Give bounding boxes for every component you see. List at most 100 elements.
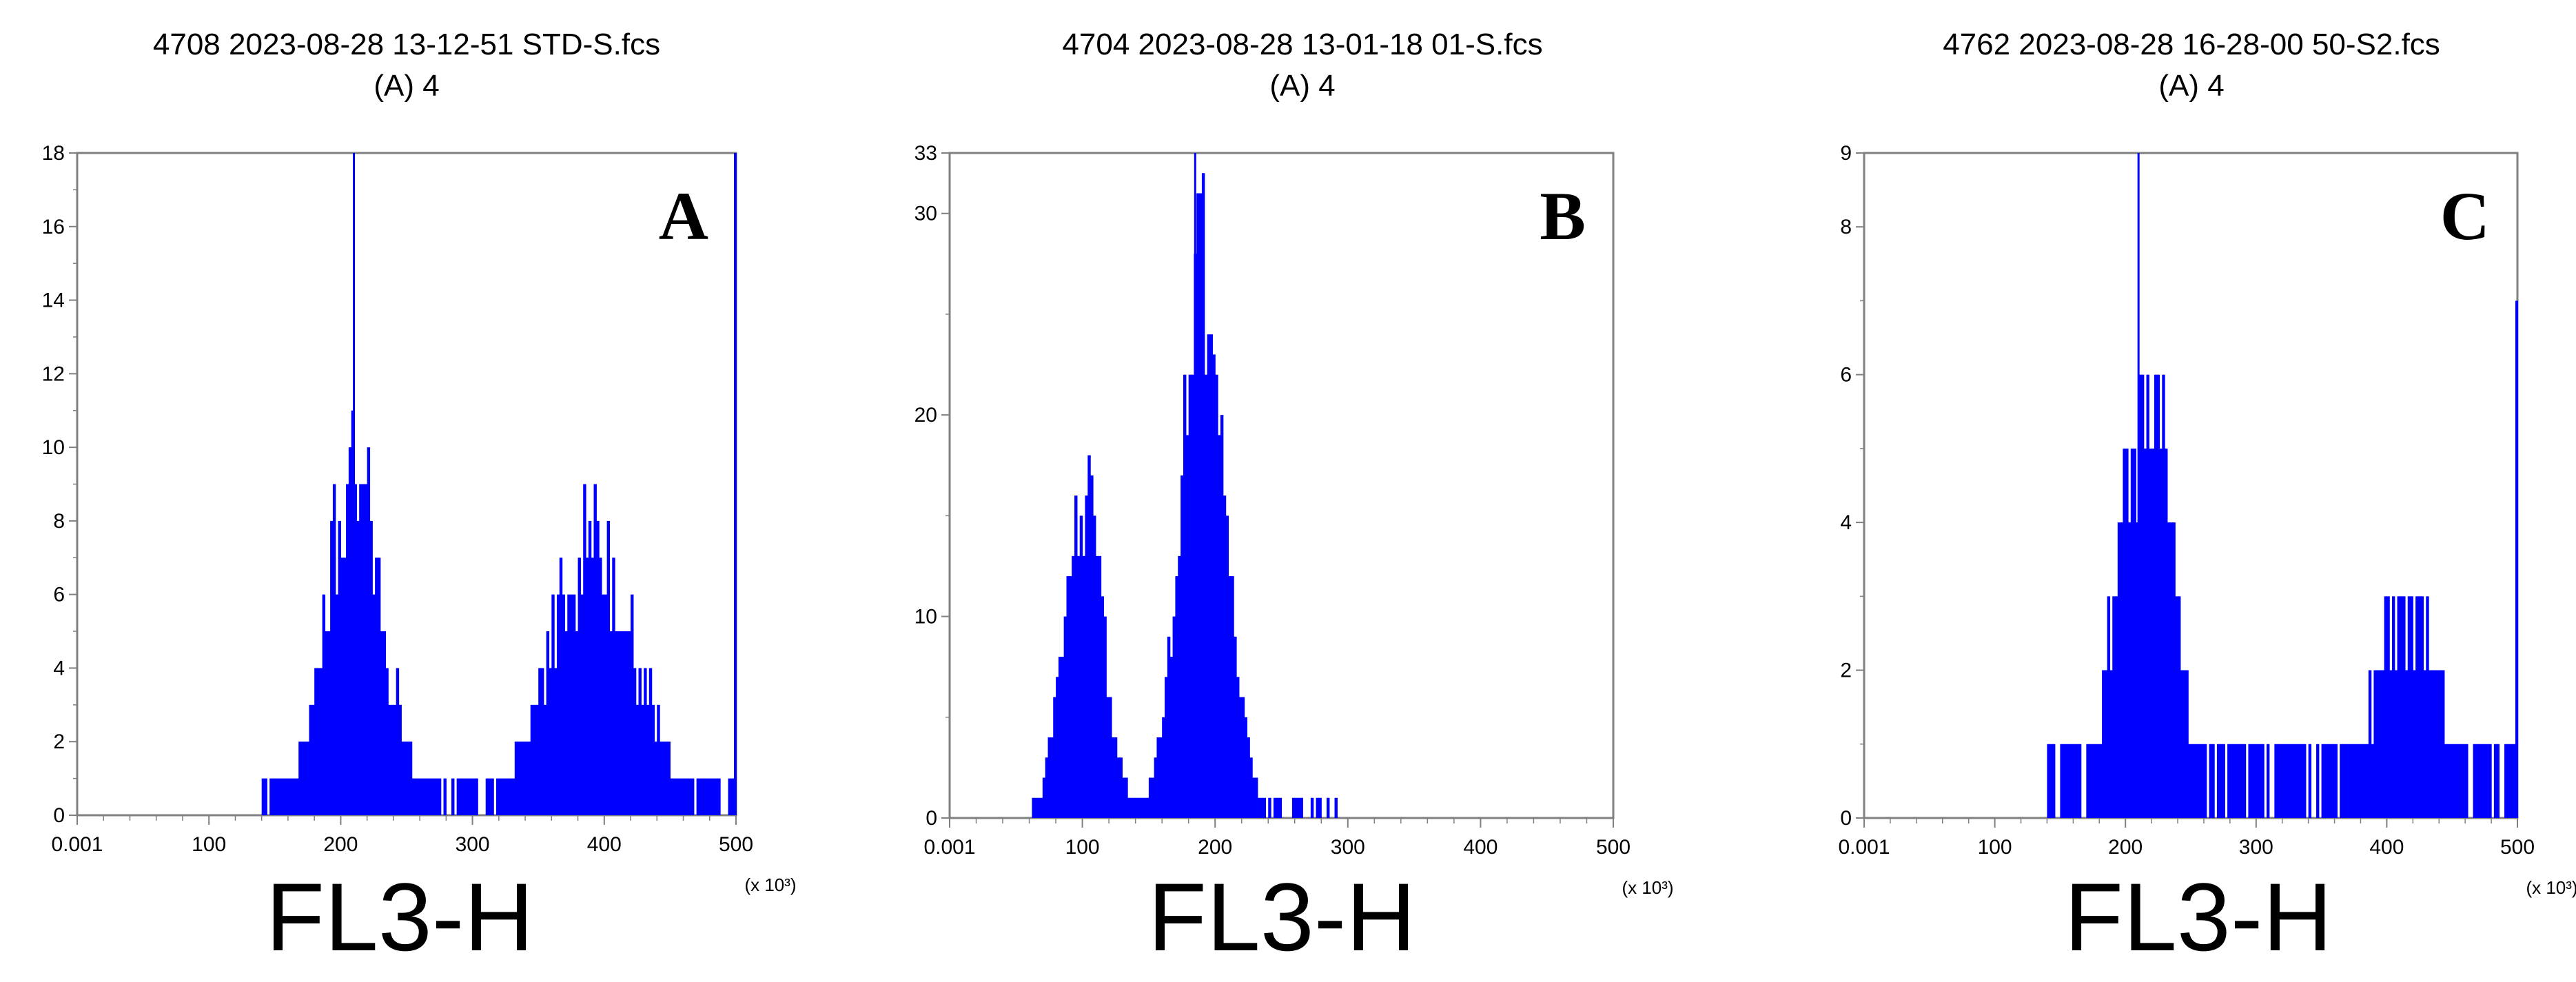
y-tick-label: 30 xyxy=(914,203,937,225)
histogram-bin xyxy=(2219,744,2223,818)
histogram-bin xyxy=(2324,744,2327,818)
histogram-bin xyxy=(2130,448,2134,818)
histogram-bin xyxy=(2196,744,2199,818)
histogram-bin xyxy=(2138,374,2142,818)
y-tick-label: 14 xyxy=(42,289,65,312)
histogram-bin xyxy=(588,520,592,815)
histogram-bin xyxy=(2112,596,2116,818)
histogram-bin xyxy=(709,778,713,815)
histogram-bin xyxy=(2413,670,2416,818)
histogram-bin xyxy=(2143,448,2147,818)
histogram-bin xyxy=(2381,670,2385,818)
histogram-bin xyxy=(2117,522,2121,818)
x-axis-unit: (x 10³) xyxy=(1622,877,1673,898)
histogram-bin xyxy=(2149,448,2152,818)
histogram-bin xyxy=(2366,744,2369,818)
histogram-bin xyxy=(507,778,510,815)
histogram-bin xyxy=(462,778,465,815)
histogram-bin xyxy=(398,704,402,815)
histogram-bin xyxy=(2321,744,2324,818)
histogram-bin xyxy=(2120,522,2124,818)
y-tick-label: 20 xyxy=(914,404,937,427)
histogram-bin xyxy=(2198,744,2202,818)
histogram-bin xyxy=(451,778,455,815)
histogram-bin xyxy=(1101,596,1105,818)
x-tick-label: 0.001 xyxy=(51,833,103,856)
histogram-bin xyxy=(396,668,400,815)
histogram-bin xyxy=(422,778,426,815)
histogram-bin xyxy=(2274,744,2278,818)
histogram-bin xyxy=(351,410,355,815)
histogram-bin xyxy=(1212,354,1216,818)
y-tick-label: 0 xyxy=(926,807,937,830)
histogram-bin xyxy=(1045,757,1049,818)
x-tick-label: 500 xyxy=(1596,836,1631,859)
histogram-bin xyxy=(1223,495,1227,818)
histogram-bin xyxy=(2402,596,2406,818)
histogram-bars xyxy=(2047,374,2518,818)
histogram-bin xyxy=(2344,744,2349,818)
x-axis-unit: (x 10³) xyxy=(2526,877,2576,898)
histogram-bin xyxy=(1334,797,1338,818)
histogram-bin xyxy=(1061,657,1065,818)
panel-b-subtitle: (A) 4 xyxy=(1269,69,1336,103)
histogram-bin xyxy=(1218,435,1221,818)
histogram-bin xyxy=(504,778,507,815)
histogram-bin xyxy=(296,778,299,815)
histogram-bin xyxy=(2238,744,2241,818)
histogram-bin xyxy=(2439,670,2442,818)
histogram-bin xyxy=(1220,415,1224,818)
histogram-bin xyxy=(2251,744,2254,818)
histogram-bin xyxy=(393,704,397,815)
histogram-bin xyxy=(570,594,573,815)
histogram-bin xyxy=(332,484,336,815)
histogram-bin xyxy=(572,594,576,815)
y-tick-label: 2 xyxy=(53,730,65,753)
y-tick-label: 2 xyxy=(1840,659,1852,682)
histogram-bin xyxy=(2253,744,2257,818)
histogram-bin xyxy=(615,631,618,815)
histogram-bin xyxy=(2091,744,2095,818)
histogram-bin xyxy=(1263,797,1266,818)
panel-c-subtitle: (A) 4 xyxy=(2158,69,2225,103)
histogram-bin xyxy=(2104,670,2108,818)
histogram-bin xyxy=(290,778,294,815)
histogram-bin xyxy=(1074,495,1078,818)
histogram-bin xyxy=(1297,797,1301,818)
x-tick-label: 0.001 xyxy=(1838,836,1890,859)
histogram-bin xyxy=(303,741,307,815)
histogram-bin xyxy=(301,741,305,815)
histogram-bin xyxy=(2076,744,2079,818)
histogram-bin xyxy=(1122,777,1125,818)
histogram-bin xyxy=(2052,744,2056,818)
histogram-bin xyxy=(2107,596,2111,818)
histogram-bin xyxy=(1244,717,1248,818)
y-tick-label: 8 xyxy=(53,510,65,533)
histogram-bin xyxy=(638,668,642,815)
histogram-bin xyxy=(1183,374,1187,818)
histogram-bin xyxy=(1109,697,1112,818)
histogram-bin xyxy=(272,778,276,815)
y-tick-label: 18 xyxy=(42,142,65,165)
histogram-bin xyxy=(2397,596,2400,818)
histogram-bin xyxy=(1079,515,1083,818)
histogram-bin xyxy=(338,520,341,815)
panel-letter: C xyxy=(2440,178,2490,254)
x-axis-unit: (x 10³) xyxy=(744,874,796,895)
x-tick-label: 100 xyxy=(192,833,226,856)
histogram-bin xyxy=(2162,374,2165,818)
histogram-bin xyxy=(673,778,676,815)
histogram-max-bin xyxy=(2137,153,2140,818)
histogram-bin xyxy=(330,520,334,815)
histogram-bin xyxy=(309,704,312,815)
histogram-bin xyxy=(346,484,349,815)
histogram-bin xyxy=(601,594,605,815)
histogram-bin xyxy=(641,704,644,815)
histogram-max-bin xyxy=(1194,153,1196,818)
histogram-bin xyxy=(496,778,500,815)
histogram-bin xyxy=(543,704,547,815)
histogram-bin xyxy=(1215,374,1218,818)
histogram-bin xyxy=(2429,670,2432,818)
histogram-bin xyxy=(316,668,320,815)
histogram-bin xyxy=(369,520,373,815)
